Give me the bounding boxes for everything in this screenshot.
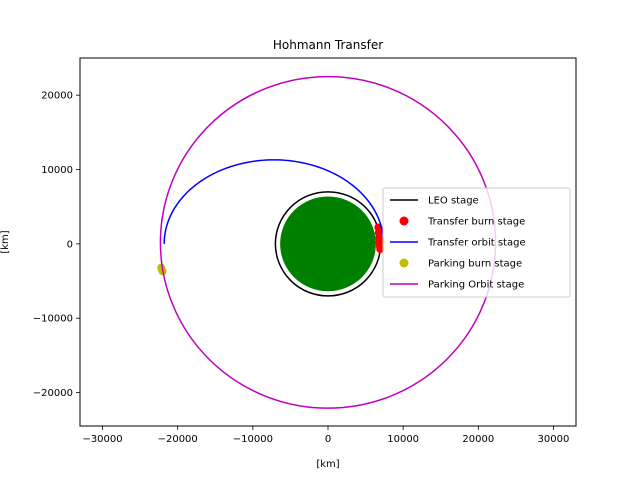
transfer-orbit-stage-line <box>163 159 385 244</box>
y-axis-label: [km] <box>0 230 11 253</box>
plot-area <box>157 75 497 409</box>
x-tick-label: 0 <box>325 434 331 445</box>
y-tick-label: 10000 <box>41 165 73 176</box>
y-tick-label: −20000 <box>33 388 73 399</box>
earth-disc <box>280 196 376 292</box>
y-tick-label: 0 <box>67 239 73 250</box>
legend-marker-parking-burn-stage <box>399 258 409 268</box>
x-tick-label: −10000 <box>233 434 273 445</box>
legend-box <box>382 187 571 298</box>
legend-label-leo-stage: LEO stage <box>428 196 479 207</box>
x-axis-ticks: −30000 −20000 −10000 0 10000 20000 30000 <box>82 426 569 445</box>
x-tick-label: 10000 <box>387 434 419 445</box>
x-tick-label: 30000 <box>538 434 570 445</box>
transfer-burn-stage-point <box>376 245 385 254</box>
y-tick-label: −10000 <box>33 314 73 325</box>
x-tick-label: 20000 <box>462 434 494 445</box>
chart-title: Hohmann Transfer <box>273 38 383 52</box>
y-tick-label: 20000 <box>41 91 73 102</box>
legend-label-transfer-burn-stage: Transfer burn stage <box>427 217 525 228</box>
legend-label-transfer-orbit-stage: Transfer orbit stage <box>427 238 526 249</box>
x-tick-label: −20000 <box>158 434 198 445</box>
legend-label-parking-burn-stage: Parking burn stage <box>428 259 522 270</box>
legend: LEO stage Transfer burn stage Transfer orb… <box>382 187 571 298</box>
y-axis-ticks: −20000 −10000 0 10000 20000 <box>33 91 80 399</box>
x-tick-label: −30000 <box>82 434 122 445</box>
x-axis-label: [km] <box>316 459 339 470</box>
legend-label-parking-orbit-stage: Parking Orbit stage <box>428 280 524 291</box>
legend-marker-transfer-burn-stage <box>399 216 409 226</box>
